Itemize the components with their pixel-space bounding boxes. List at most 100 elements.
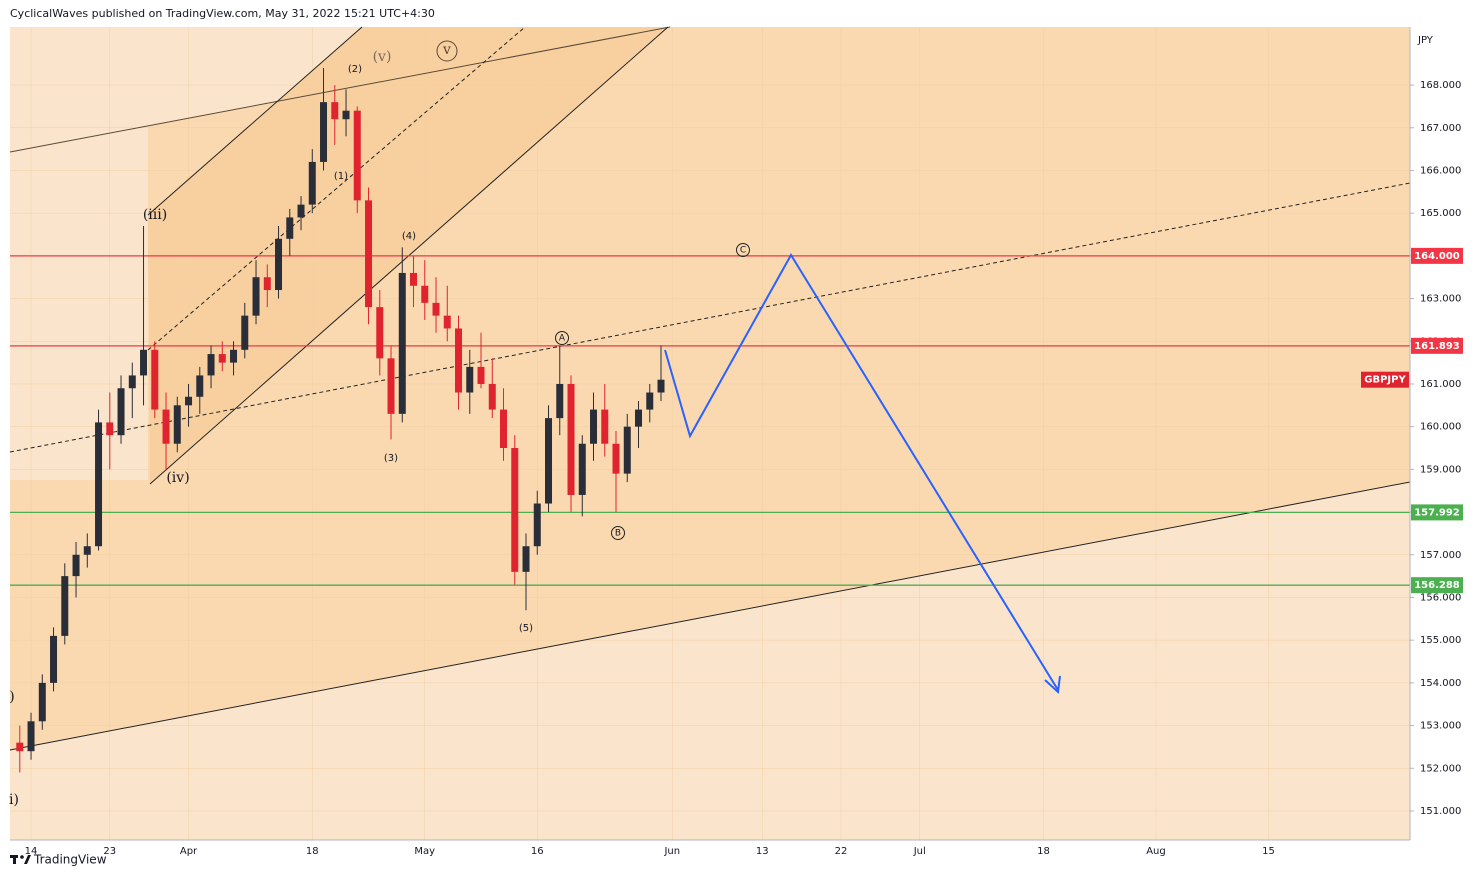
level-box (1411, 504, 1463, 521)
candle-body (95, 422, 103, 547)
candle-body (61, 576, 69, 636)
candle-body (443, 315, 451, 329)
wave-label: i) (9, 792, 19, 808)
level-label: 164.000 (1414, 251, 1460, 262)
candle-body (263, 277, 271, 291)
x-tick-label: 18 (1037, 846, 1050, 857)
candle-body (140, 349, 148, 376)
candle-body (567, 383, 575, 495)
candle-body (207, 354, 215, 376)
wave-label: (5) (519, 623, 533, 634)
x-tick-label: 15 (1262, 846, 1275, 857)
wave-label: A (559, 334, 566, 344)
currency: JPY (1417, 35, 1434, 46)
projection-path (664, 253, 1059, 691)
x-tick-label: 16 (531, 846, 544, 857)
candle-body (117, 388, 125, 436)
y-tick-label: 153.000 (1420, 721, 1461, 732)
candle-body (331, 102, 339, 120)
candle-body (353, 110, 361, 201)
candle-body (286, 217, 294, 239)
y-tick-label: 154.000 (1420, 678, 1461, 689)
candle-body (466, 366, 474, 393)
levels (10, 255, 1410, 586)
grid (10, 27, 1410, 840)
x-tick-label: Aug (1146, 846, 1166, 857)
x-tick-label: 13 (756, 846, 769, 857)
x-tick-label: 14 (25, 846, 38, 857)
candle-body (72, 554, 80, 577)
trend-line (147, 26, 363, 216)
y-tick-label: 152.000 (1420, 763, 1461, 774)
candle-body (488, 383, 496, 410)
candle-body (16, 742, 24, 752)
wave-label: (3) (384, 453, 398, 464)
candle-body (635, 409, 643, 427)
candle-body (657, 379, 665, 393)
x-tick-label: Apr (180, 846, 198, 857)
level-box (1411, 247, 1463, 264)
level-label: 157.992 (1414, 507, 1460, 518)
x-tick-label: 18 (306, 846, 319, 857)
x-tick-label: 22 (835, 846, 848, 857)
wave-label: ) (9, 689, 14, 705)
logo (24, 855, 31, 864)
x-tick-label: Jul (913, 846, 926, 857)
candle-body (545, 418, 553, 504)
candle-body (623, 426, 631, 474)
candle-body (511, 448, 519, 572)
y-tick-label: 161.000 (1420, 379, 1461, 390)
candle-body (275, 238, 283, 291)
y-tick-label: 151.000 (1420, 806, 1461, 817)
level-box (1411, 337, 1463, 354)
wave-label: v (442, 42, 451, 58)
candle-body (50, 635, 58, 683)
y-tick-label: 157.000 (1420, 550, 1461, 561)
footer-logo (10, 855, 31, 864)
x-tick-label: Jun (663, 846, 680, 857)
candle-body (522, 546, 530, 572)
shade (10, 482, 1410, 840)
y-tick-label: 156.000 (1420, 592, 1461, 603)
candle-body (38, 682, 46, 722)
candle-body (83, 546, 91, 555)
level-label: 156.288 (1414, 580, 1460, 591)
candle-body (196, 375, 204, 397)
trend-line (147, 26, 526, 351)
candle-body (398, 272, 406, 414)
candle-body (252, 277, 260, 316)
candle-body (230, 349, 238, 363)
candle-body (455, 328, 463, 393)
candle-body (162, 409, 170, 444)
wave-circle (611, 526, 625, 540)
candle-body (185, 396, 193, 406)
candle-body (590, 409, 598, 444)
header: CyclicalWaves published on TradingView.c… (10, 7, 435, 20)
wave-label: (2) (348, 64, 362, 75)
wave-label: B (615, 529, 621, 539)
candle-body (173, 405, 181, 444)
projection (664, 253, 1061, 695)
x-tick-label: 23 (103, 846, 116, 857)
wave-label: (v) (373, 49, 392, 65)
candle-body (218, 354, 226, 363)
y-tick-label: 159.000 (1420, 464, 1461, 475)
logo (20, 855, 24, 859)
symbol-label: GBPJPY (1364, 375, 1406, 386)
candle-body (297, 204, 305, 218)
candle-body (387, 358, 395, 414)
candle-body (365, 200, 373, 308)
candle-body (342, 110, 350, 120)
shade (10, 126, 148, 480)
level-label: 161.893 (1414, 341, 1460, 352)
footer: TradingView (33, 853, 107, 867)
wave-circle (555, 331, 569, 345)
level-box (1411, 577, 1463, 594)
candle-body (612, 443, 620, 474)
wave-label: (4) (402, 231, 416, 242)
candle-body (308, 161, 316, 205)
candle-body (556, 383, 564, 419)
candle-body (646, 392, 654, 410)
wave-label: C (740, 246, 746, 256)
wave-labels: (iii) (iv) (v) v (1) (2) (3) (4) (5) A B… (9, 40, 750, 808)
